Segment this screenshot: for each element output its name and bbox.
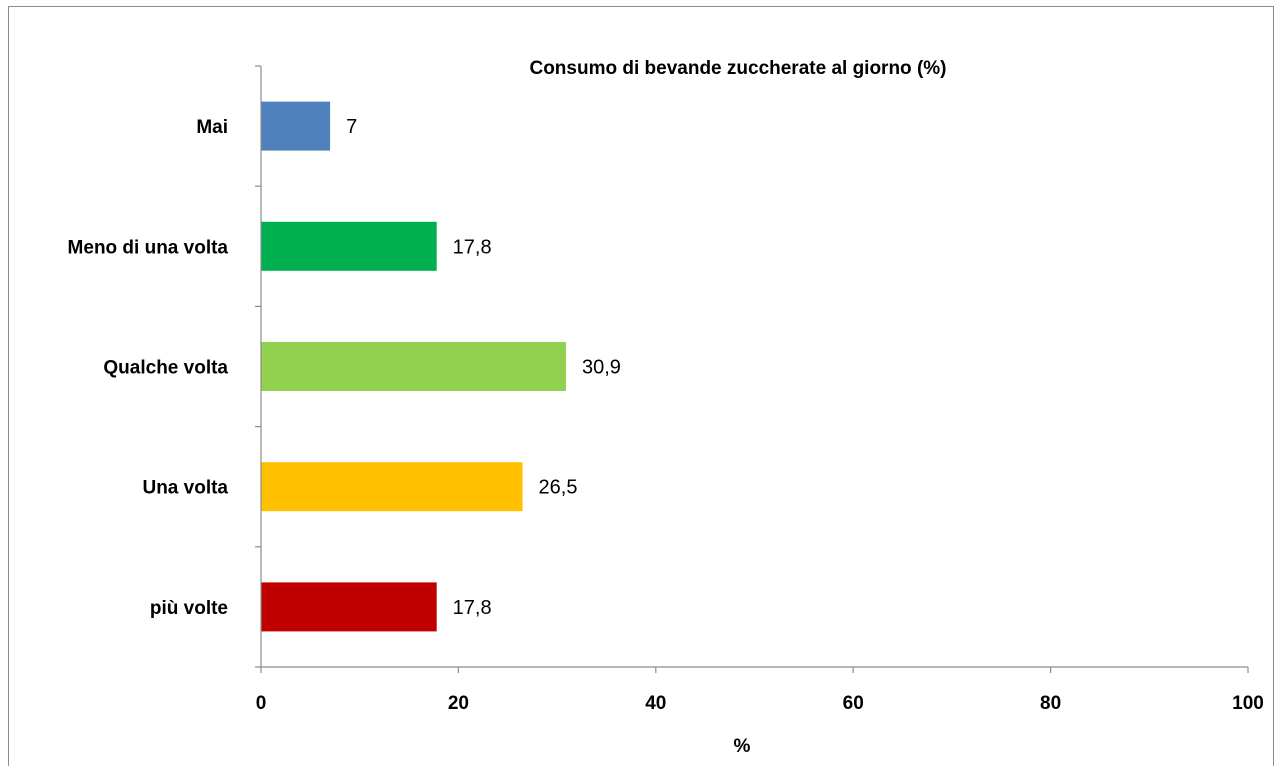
x-tick-label: 0: [256, 693, 267, 714]
bar-4: [261, 582, 437, 632]
x-tick-label: 60: [843, 693, 864, 714]
x-axis-label: %: [734, 736, 751, 757]
bar-1: [261, 221, 437, 271]
bar-2: [261, 342, 566, 391]
chart-frame: [8, 6, 1274, 766]
category-label-3: Una volta: [142, 478, 228, 499]
x-tick-label: 40: [645, 693, 666, 714]
bar-3: [261, 462, 523, 512]
x-tick-label: 20: [448, 693, 469, 714]
x-tick-label: 100: [1232, 693, 1264, 714]
x-tick-label: 80: [1040, 693, 1061, 714]
data-label-4: 17,8: [453, 597, 492, 619]
category-label-0: Mai: [196, 117, 228, 138]
category-label-4: più volte: [150, 598, 228, 619]
chart-title: Consumo di bevande zuccherate al giorno …: [529, 58, 946, 79]
data-label-2: 30,9: [582, 357, 621, 379]
data-label-0: 7: [346, 116, 357, 138]
bar-0: [261, 101, 331, 151]
data-label-3: 26,5: [539, 477, 578, 499]
data-label-1: 17,8: [453, 236, 492, 258]
category-label-2: Qualche volta: [103, 358, 228, 379]
category-label-1: Meno di una volta: [68, 237, 229, 258]
